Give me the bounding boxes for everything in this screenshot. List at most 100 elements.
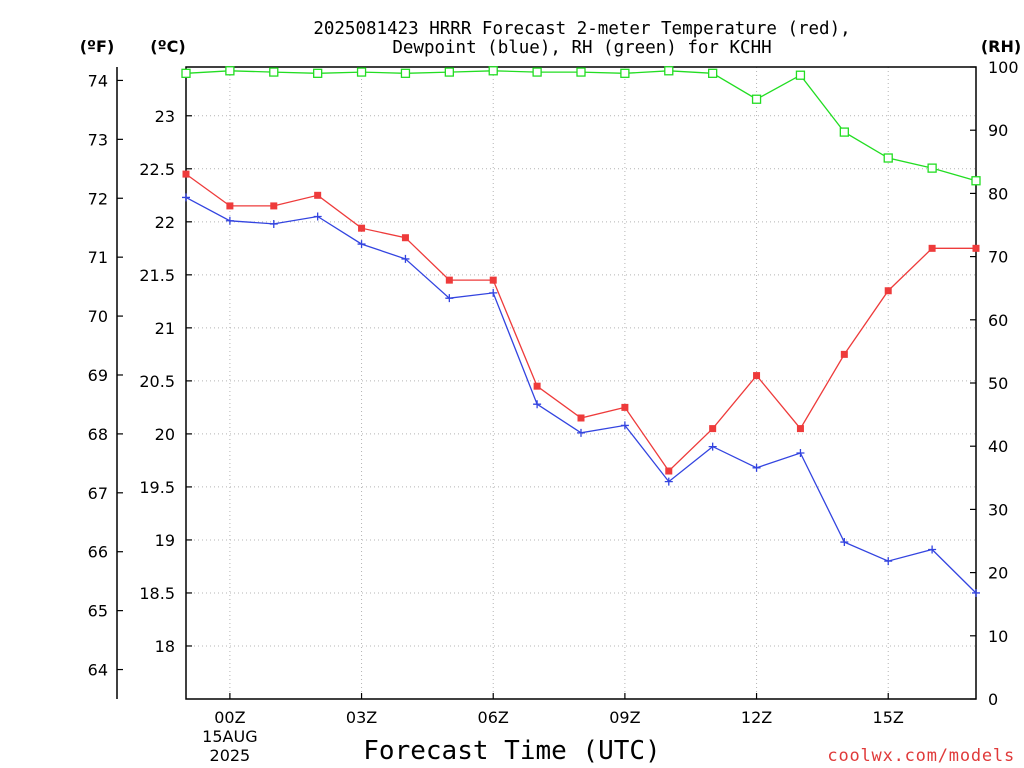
dewpoint-point [840, 538, 849, 547]
fahrenheit-tick-label: 66 [88, 543, 108, 562]
temperature-point [445, 276, 453, 284]
dewpoint-point [752, 463, 761, 472]
dewpoint-point [182, 193, 190, 202]
temperature-point [358, 224, 366, 232]
rh-tick-label: 0 [988, 690, 998, 709]
temperature-point [401, 234, 409, 242]
rh-tick-label: 90 [988, 121, 1008, 140]
temperature-point [840, 350, 848, 358]
rh-point [751, 94, 762, 104]
dewpoint-point [577, 428, 585, 437]
x-tick-label: 09Z [609, 708, 640, 727]
dewpoint-point [928, 545, 937, 554]
celsius-tick-label: 22 [155, 213, 175, 232]
temperature-point [533, 382, 541, 390]
rh-point [225, 66, 235, 76]
dewpoint-point [313, 212, 322, 221]
dewpoint-point [708, 442, 717, 451]
celsius-tick-label: 20 [155, 425, 175, 444]
rh-point [269, 67, 279, 77]
rh-tick-label: 100 [988, 58, 1019, 77]
dewpoint-point [972, 588, 980, 597]
fahrenheit-tick-label: 72 [88, 189, 108, 208]
rh-point [444, 67, 454, 77]
x-tick-label: 06Z [478, 708, 509, 727]
rh-tick-label: 80 [988, 184, 1008, 203]
fahrenheit-tick-label: 68 [88, 425, 108, 444]
dewpoint-point [664, 477, 673, 486]
rh-axis-unit: (RH) [981, 37, 1021, 56]
x-year-label: 2025 [210, 746, 251, 765]
rh-tick-label: 50 [988, 374, 1008, 393]
dewpoint-point [884, 557, 893, 566]
chart-title-line-1: 2025081423 HRRR Forecast 2-meter Tempera… [313, 19, 850, 39]
rh-point [664, 66, 674, 76]
axes: 64 65 66 67 68 69 70 71 72 73 74 18 18.5 19 19.5 20 20.5… [88, 58, 1019, 765]
celsius-tick-label: 19 [155, 531, 175, 550]
celsius-tick-label: 21 [155, 319, 175, 338]
dewpoint-point [357, 240, 366, 249]
dewpoint-point [445, 294, 454, 303]
grid-lines [186, 67, 976, 699]
fahrenheit-tick-label: 71 [88, 248, 108, 267]
x-axis-label: Forecast Time (UTC) [363, 736, 660, 766]
rh-point [400, 68, 411, 78]
x-tick-label: 12Z [741, 708, 772, 727]
fahrenheit-tick-label: 70 [88, 307, 108, 326]
dewpoint-point [796, 448, 805, 457]
celsius-tick-label: 20.5 [139, 372, 175, 391]
dewpoint-point [620, 421, 629, 430]
temperature-point [314, 191, 322, 199]
fahrenheit-tick-label: 73 [88, 130, 108, 149]
site-credit: coolwx.com/models [827, 746, 1015, 766]
x-tick-label: 00Z [214, 708, 245, 727]
x-date-label: 15AUG [202, 727, 257, 746]
temperature-point [270, 202, 278, 210]
rh-tick-label: 20 [988, 564, 1008, 583]
chart-title-line-2: Dewpoint (blue), RH (green) for KCHH [392, 38, 771, 58]
temperature-point [665, 467, 673, 475]
temperature-point [796, 425, 804, 433]
temperature-point [928, 244, 936, 252]
rh-tick-label: 60 [988, 311, 1008, 330]
dewpoint-point [269, 219, 278, 228]
data-series [181, 66, 981, 597]
celsius-tick-label: 19.5 [139, 478, 175, 497]
temperature-point [753, 372, 761, 380]
rh-point [532, 67, 542, 77]
rh-point [576, 67, 586, 77]
temperature-point [621, 403, 629, 411]
fahrenheit-axis-unit: (ºF) [80, 37, 115, 56]
fahrenheit-tick-label: 65 [88, 602, 108, 621]
temperature-point [577, 414, 585, 422]
rh-point [356, 67, 367, 77]
celsius-tick-label: 21.5 [139, 266, 175, 285]
fahrenheit-tick-label: 64 [88, 661, 108, 680]
temperature-point [182, 170, 190, 178]
rh-point [313, 68, 323, 78]
temperature-point [226, 202, 234, 210]
rh-point [181, 68, 191, 78]
celsius-tick-label: 23 [155, 107, 175, 126]
rh-point [839, 127, 849, 137]
dewpoint-point [401, 254, 410, 263]
rh-point [927, 163, 937, 173]
rh-point [795, 70, 806, 80]
temperature-point [709, 425, 717, 433]
dewpoint-point [533, 400, 542, 409]
celsius-tick-label: 18.5 [139, 584, 175, 603]
x-tick-label: 03Z [346, 708, 377, 727]
fahrenheit-tick-label: 67 [88, 484, 108, 503]
rh-point [488, 66, 498, 76]
temperature-point [884, 287, 892, 295]
temperature-point [972, 244, 980, 252]
rh-tick-label: 10 [988, 627, 1008, 646]
dewpoint-point [225, 216, 234, 225]
rh-tick-label: 30 [988, 500, 1008, 519]
dewpoint-point [489, 288, 498, 297]
rh-point [883, 153, 893, 163]
fahrenheit-tick-label: 69 [88, 366, 108, 385]
rh-point [620, 68, 630, 78]
